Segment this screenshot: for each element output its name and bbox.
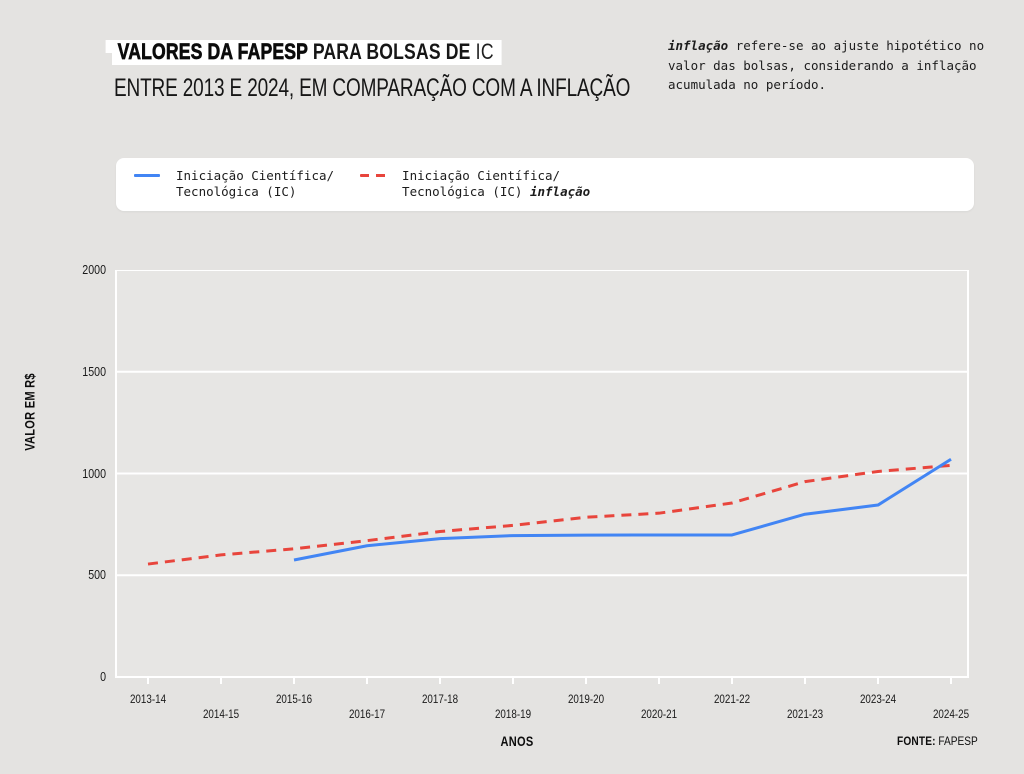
legend-item-ic-inflacao: Iniciação Científica/Tecnológica (IC) in… [360, 168, 590, 200]
line-chart-plot [115, 270, 969, 684]
x-tick-label: 2016-17 [348, 707, 386, 721]
legend-text: Tecnológica (IC) [176, 184, 297, 199]
x-tick-label: 2018-19 [494, 707, 532, 721]
legend-text: Tecnológica (IC) [402, 184, 530, 199]
y-tick-label: 1000 [82, 465, 106, 481]
x-tick-label: 2024-25 [932, 707, 970, 721]
legend-item-ic: Iniciação Científica/Tecnológica (IC) [134, 168, 334, 200]
x-tick-label: 2021-23 [786, 707, 824, 721]
source-label: FONTE: [897, 736, 936, 748]
note-text: refere-se ao ajuste hipotético no valor … [668, 38, 985, 92]
note-term: inflação [668, 38, 729, 53]
x-tick-label: 2023-24 [859, 692, 897, 706]
x-tick-label: 2017-18 [421, 692, 459, 706]
y-tick-label: 0 [100, 669, 106, 684]
x-tick-label: 2020-21 [640, 707, 678, 721]
x-tick-label: 2019-20 [567, 692, 605, 706]
dashed-line-swatch-icon [360, 174, 387, 177]
x-tick-label: 2014-15 [202, 707, 240, 721]
inflation-note: inflação refere-se ao ajuste hipotético … [668, 36, 990, 95]
title-part-medium: PARA BOLSAS DE [307, 39, 476, 64]
legend-swatch-wrap [134, 174, 160, 200]
legend: Iniciação Científica/Tecnológica (IC) In… [116, 158, 974, 211]
x-tick-label: 2013-14 [129, 692, 167, 706]
series-line-ic [293, 457, 952, 562]
y-tick-label: 1500 [82, 363, 106, 379]
legend-text: Iniciação Científica/ [402, 168, 561, 183]
title-part-light: IC [475, 39, 494, 64]
y-tick-label: 2000 [82, 262, 106, 277]
source-credit: FONTE: FAPESP [897, 736, 978, 748]
legend-label-ic: Iniciação Científica/Tecnológica (IC) [176, 168, 334, 200]
legend-text: Iniciação Científica/ [176, 168, 335, 183]
legend-text-emphasis: inflação [529, 184, 591, 199]
y-axis-title: VALOR EM R$ [22, 373, 38, 451]
x-tick-label: 2021-22 [713, 692, 751, 706]
legend-label-ic-inflacao: Iniciação Científica/Tecnológica (IC) in… [402, 168, 590, 200]
x-axis-title: ANOS [500, 734, 534, 749]
chart-title-line2: ENTRE 2013 E 2024, EM COMPARAÇÃO COM A I… [114, 74, 631, 102]
source-value: FAPESP [938, 736, 978, 748]
y-tick-label: 500 [88, 567, 106, 583]
solid-line-swatch-icon [134, 174, 160, 177]
legend-swatch-wrap [360, 174, 387, 200]
chart-title-line1: VALORES DA FAPESP PARA BOLSAS DE IC [105, 39, 502, 65]
title-part-bold: VALORES DA FAPESP [117, 39, 308, 64]
x-tick-label: 2015-16 [275, 692, 313, 706]
